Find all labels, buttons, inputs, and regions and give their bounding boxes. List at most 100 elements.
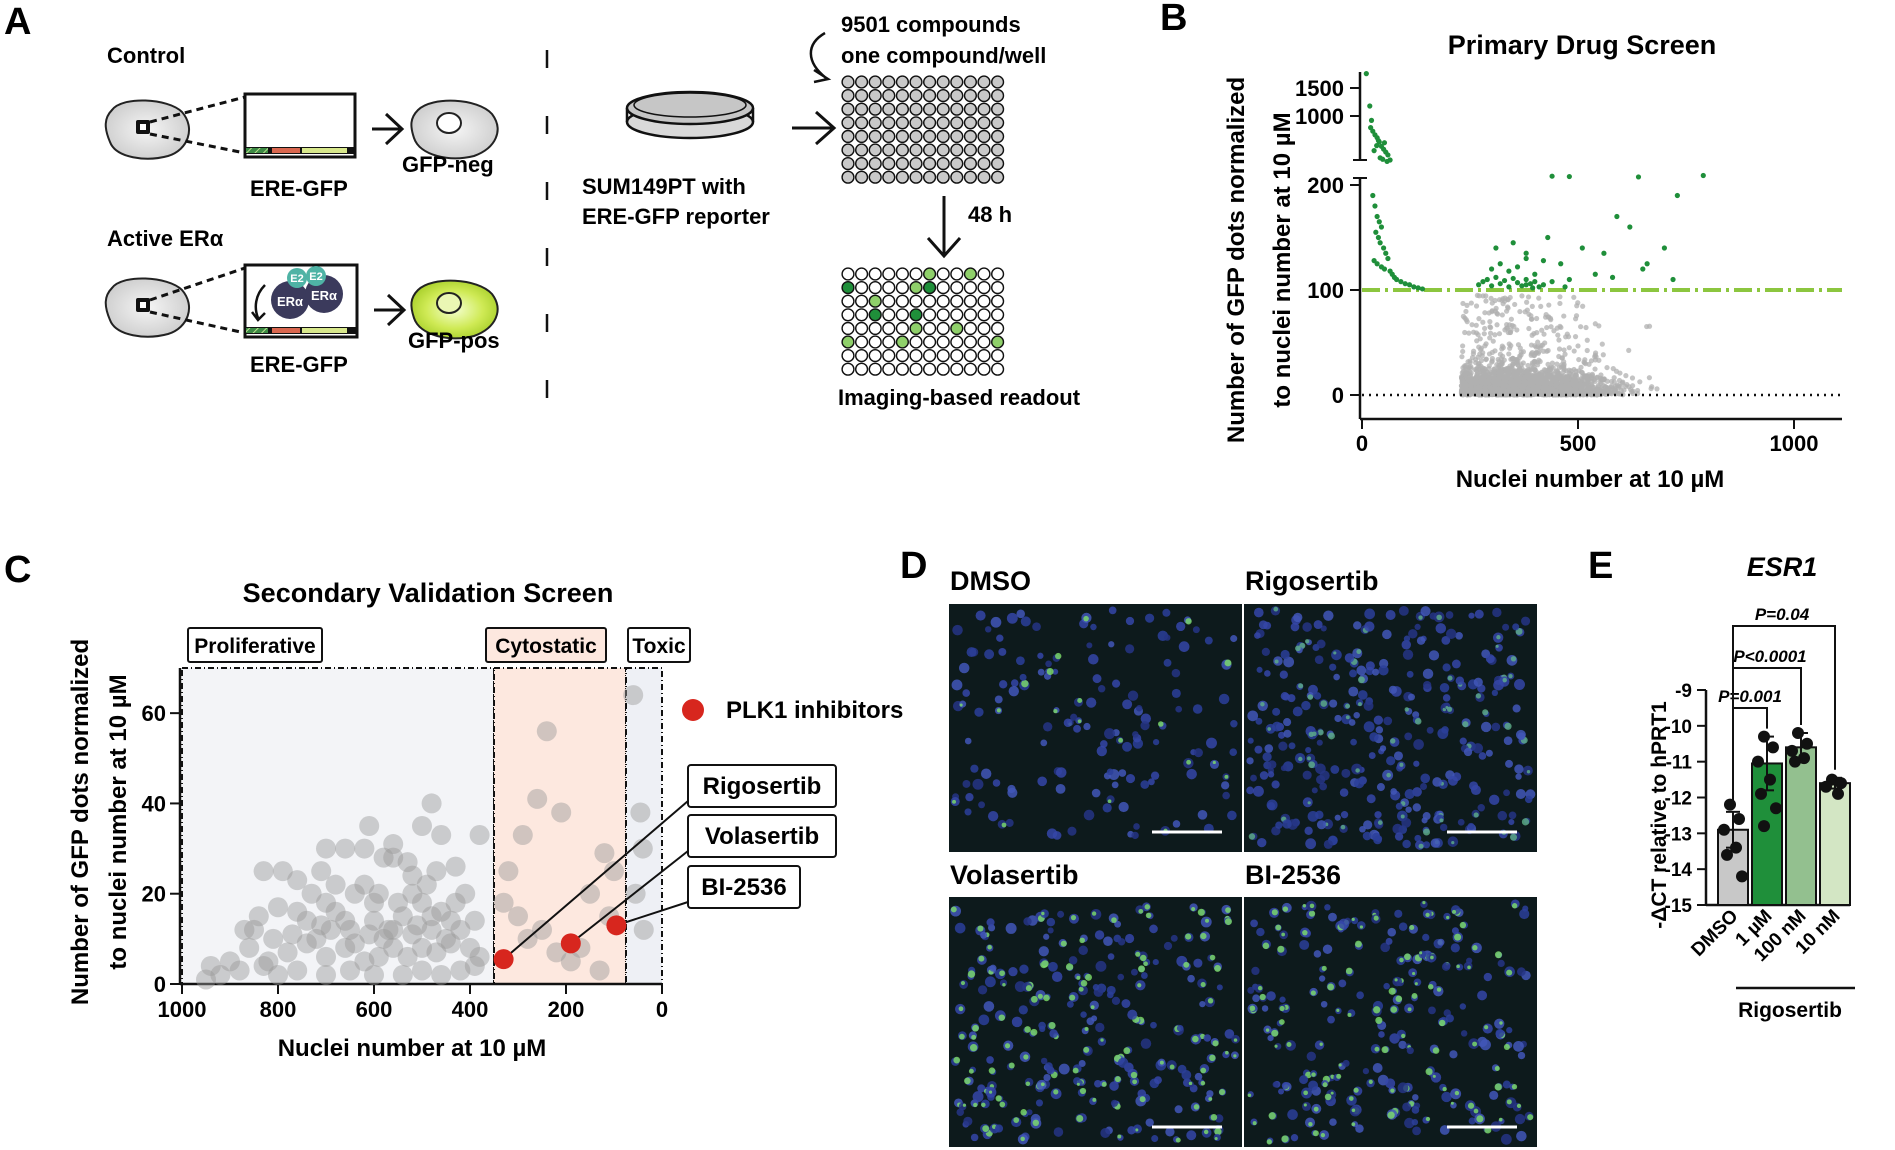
nucleus: [1426, 726, 1434, 734]
gfp-dot: [1277, 945, 1285, 953]
gfp-dot: [1191, 907, 1196, 912]
gfp-dot: [1053, 708, 1058, 714]
well: [854, 321, 869, 336]
data-point: [354, 951, 375, 972]
gfp-dot: [1419, 951, 1423, 955]
nucleus: [1445, 1014, 1454, 1023]
nucleus: [1124, 933, 1135, 944]
data-point-inactive: [1476, 344, 1482, 350]
data-point-inactive: [1489, 349, 1496, 355]
nucleus: [1506, 1027, 1513, 1034]
well: [990, 88, 1005, 103]
data-point-hit: [1411, 284, 1417, 290]
data-point: [440, 910, 461, 931]
data-point-inactive: [1564, 374, 1570, 380]
nucleus: [1111, 781, 1119, 789]
gfp-dot: [1472, 1041, 1478, 1047]
zone-label-box: [485, 627, 607, 663]
nucleus: [1174, 1105, 1183, 1114]
gfp-dot: [964, 1077, 971, 1085]
data-point-hit: [1368, 117, 1375, 123]
data-point-hit: [1540, 258, 1547, 264]
data-point: [306, 928, 327, 949]
gfp-dot: [1324, 1093, 1332, 1101]
data-point-inactive: [1595, 384, 1601, 390]
chart-b-title: Primary Drug Screen: [1448, 30, 1717, 60]
nucleus: [1100, 740, 1108, 748]
nucleus: [1204, 636, 1213, 645]
data-point-inactive: [1477, 384, 1483, 390]
data-point: [388, 892, 408, 913]
gfp-dot: [952, 799, 957, 804]
nucleus: [1363, 700, 1374, 711]
panel-letter-c: C: [4, 549, 31, 591]
well: [895, 362, 910, 376]
gfp-dot: [1425, 912, 1430, 918]
nucleus: [1479, 1039, 1491, 1051]
well: [882, 143, 896, 157]
gfp-dot: [1308, 761, 1316, 769]
data-point-hit: [1393, 276, 1400, 283]
data-point: [469, 825, 490, 846]
panel-e: E ESR1 -ΔCT relative to hPRT1 -15-14-13-…: [1588, 545, 1855, 1022]
nucleus: [987, 810, 999, 822]
nucleus: [1314, 655, 1324, 664]
nucleus: [1516, 1130, 1527, 1142]
well: [936, 362, 950, 376]
gfp-dot: [1025, 1081, 1031, 1086]
data-point-inactive: [1533, 349, 1540, 356]
nucleus: [1302, 770, 1312, 780]
gfp-dot: [1308, 1122, 1313, 1127]
nucleus: [1324, 904, 1331, 911]
x-tick-label: 1000: [1770, 431, 1819, 456]
nucleus: [1413, 760, 1420, 767]
nucleus: [1089, 1000, 1099, 1010]
data-point-inactive: [1473, 303, 1480, 309]
nucleus: [1503, 736, 1513, 746]
gfp-dot: [1281, 932, 1286, 937]
nucleus: [999, 680, 1008, 689]
well: [977, 157, 991, 171]
well: [990, 170, 1005, 184]
gfp-dot: [1345, 703, 1351, 709]
data-point: [632, 838, 653, 859]
data-point-hit: [1476, 282, 1482, 288]
data-point-inactive: [1460, 300, 1466, 307]
data-point-inactive: [1469, 322, 1475, 328]
data-point: [392, 964, 413, 985]
reporter-label-active: ERE-GFP: [250, 352, 348, 377]
gfp-dot: [1336, 1008, 1340, 1013]
gfp-dot: [1185, 933, 1192, 940]
nucleus: [1262, 752, 1272, 762]
data-point-inactive: [1556, 337, 1562, 343]
gfp-dot: [1438, 1019, 1446, 1027]
data-point: [239, 937, 260, 958]
data-point-inactive: [1487, 319, 1493, 325]
zone-label-box: [187, 627, 323, 663]
gfp-dot: [1414, 718, 1422, 725]
data-point-inactive: [1582, 361, 1589, 367]
well: [909, 362, 923, 376]
well: [895, 281, 910, 295]
nucleus: [1086, 642, 1093, 649]
panel-c: C Secondary Validation Screen Number of …: [4, 549, 903, 1062]
chart-e-title: ESR1: [1747, 552, 1818, 582]
nucleus: [1412, 1094, 1419, 1101]
nucleus: [1339, 788, 1349, 797]
well: [936, 308, 950, 322]
gfp-dot: [1055, 652, 1062, 660]
nucleus: [1043, 722, 1053, 732]
well: [868, 281, 882, 295]
well: [977, 116, 991, 130]
well: [977, 308, 991, 322]
data-point-inactive: [1566, 367, 1572, 373]
y-tick-label: -10: [1665, 717, 1692, 738]
data-point-hit: [1514, 264, 1521, 270]
gfp-dot: [1374, 1046, 1380, 1052]
nucleus: [1292, 706, 1303, 717]
data-point: [421, 919, 442, 940]
gfp-dot: [1252, 1121, 1257, 1126]
nucleus: [1266, 799, 1278, 811]
